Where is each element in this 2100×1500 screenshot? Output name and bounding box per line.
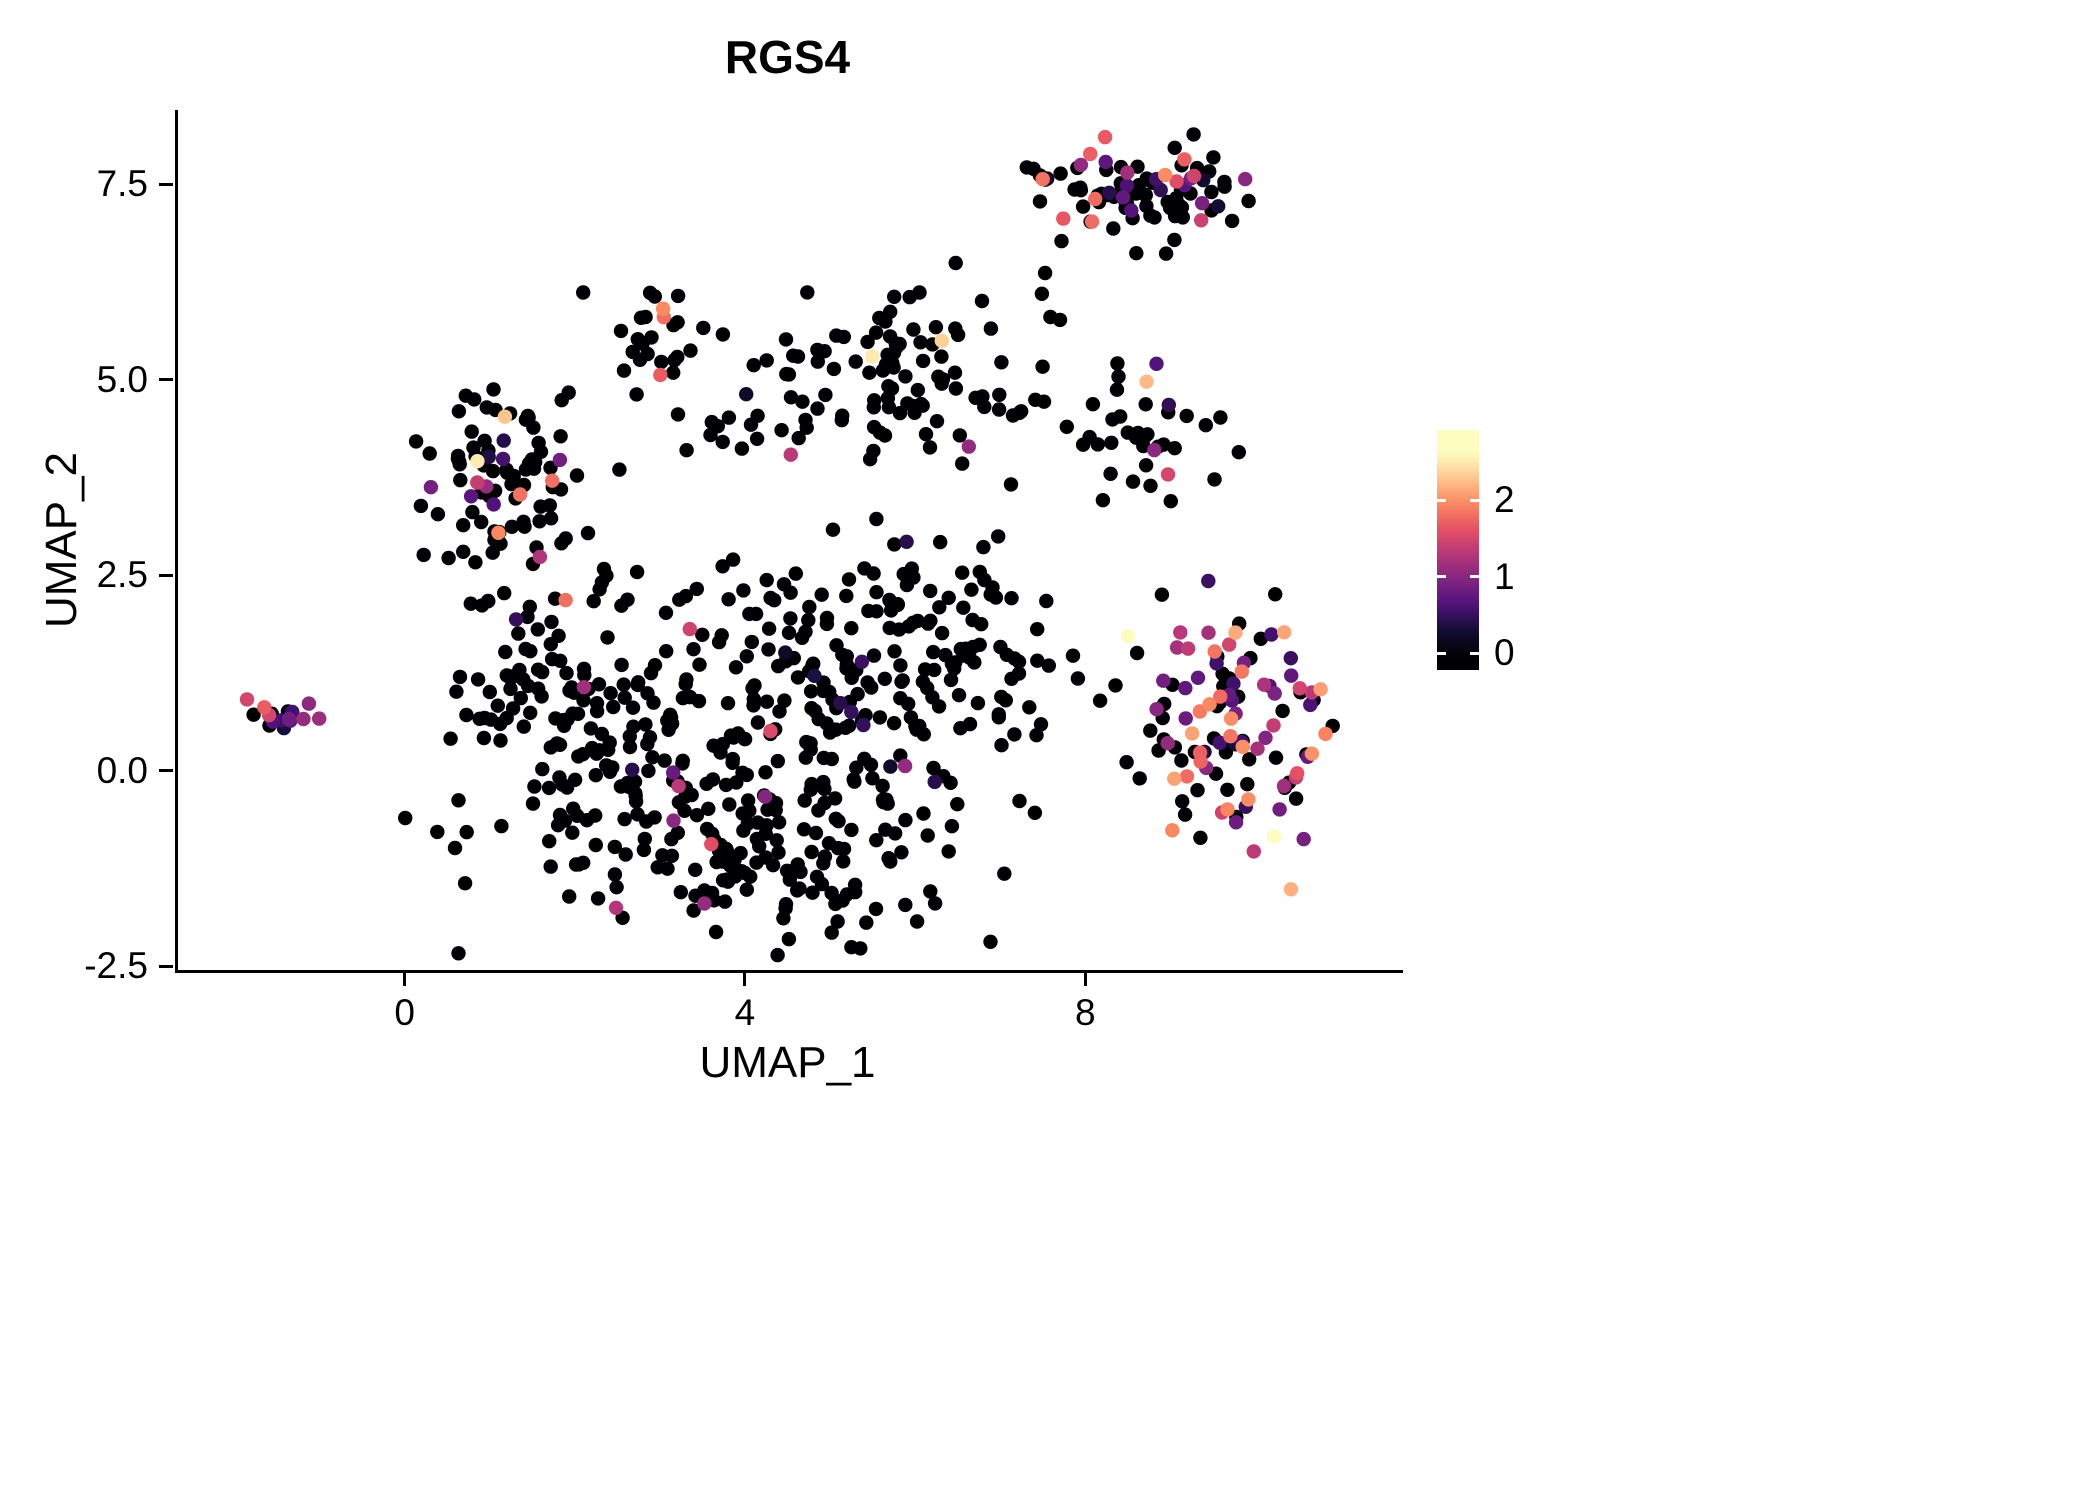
y-tick-mark [159, 378, 173, 382]
colorbar-tick-label: 0 [1494, 632, 1515, 673]
y-tick-label: 5.0 [96, 358, 148, 400]
y-tick-mark [159, 573, 173, 577]
x-tick-mark [1083, 972, 1087, 986]
colorbar-tick-mark [1437, 651, 1446, 655]
y-tick-mark [159, 769, 173, 773]
x-tick-mark [403, 972, 407, 986]
y-tick-label: 0.0 [96, 749, 148, 791]
plot-area [175, 110, 1403, 973]
colorbar-tick-mark [1470, 575, 1479, 578]
plot-title: RGS4 [724, 31, 851, 83]
y-tick-mark [159, 182, 173, 186]
y-axis-label: UMAP_2 [37, 451, 86, 629]
y-tick-mark [159, 964, 173, 968]
y-tick-label: 7.5 [96, 163, 148, 205]
colorbar-tick-label: 2 [1494, 479, 1515, 520]
colorbar-gradient [1437, 430, 1479, 670]
x-tick-label: 0 [394, 992, 415, 1033]
x-axis-label: UMAP_1 [699, 1038, 876, 1087]
colorbar-tick-mark [1437, 575, 1446, 578]
y-tick-label: 2.5 [96, 554, 148, 596]
colorbar-tick-mark [1470, 651, 1479, 655]
x-tick-label: 4 [734, 992, 756, 1033]
colorbar-tick-mark [1437, 498, 1446, 502]
colorbar-tick-label: 1 [1494, 555, 1515, 597]
x-tick-mark [743, 972, 747, 986]
x-tick-label: 8 [1074, 992, 1096, 1033]
y-tick-label: -2.5 [84, 945, 148, 987]
colorbar-tick-mark [1470, 498, 1479, 502]
